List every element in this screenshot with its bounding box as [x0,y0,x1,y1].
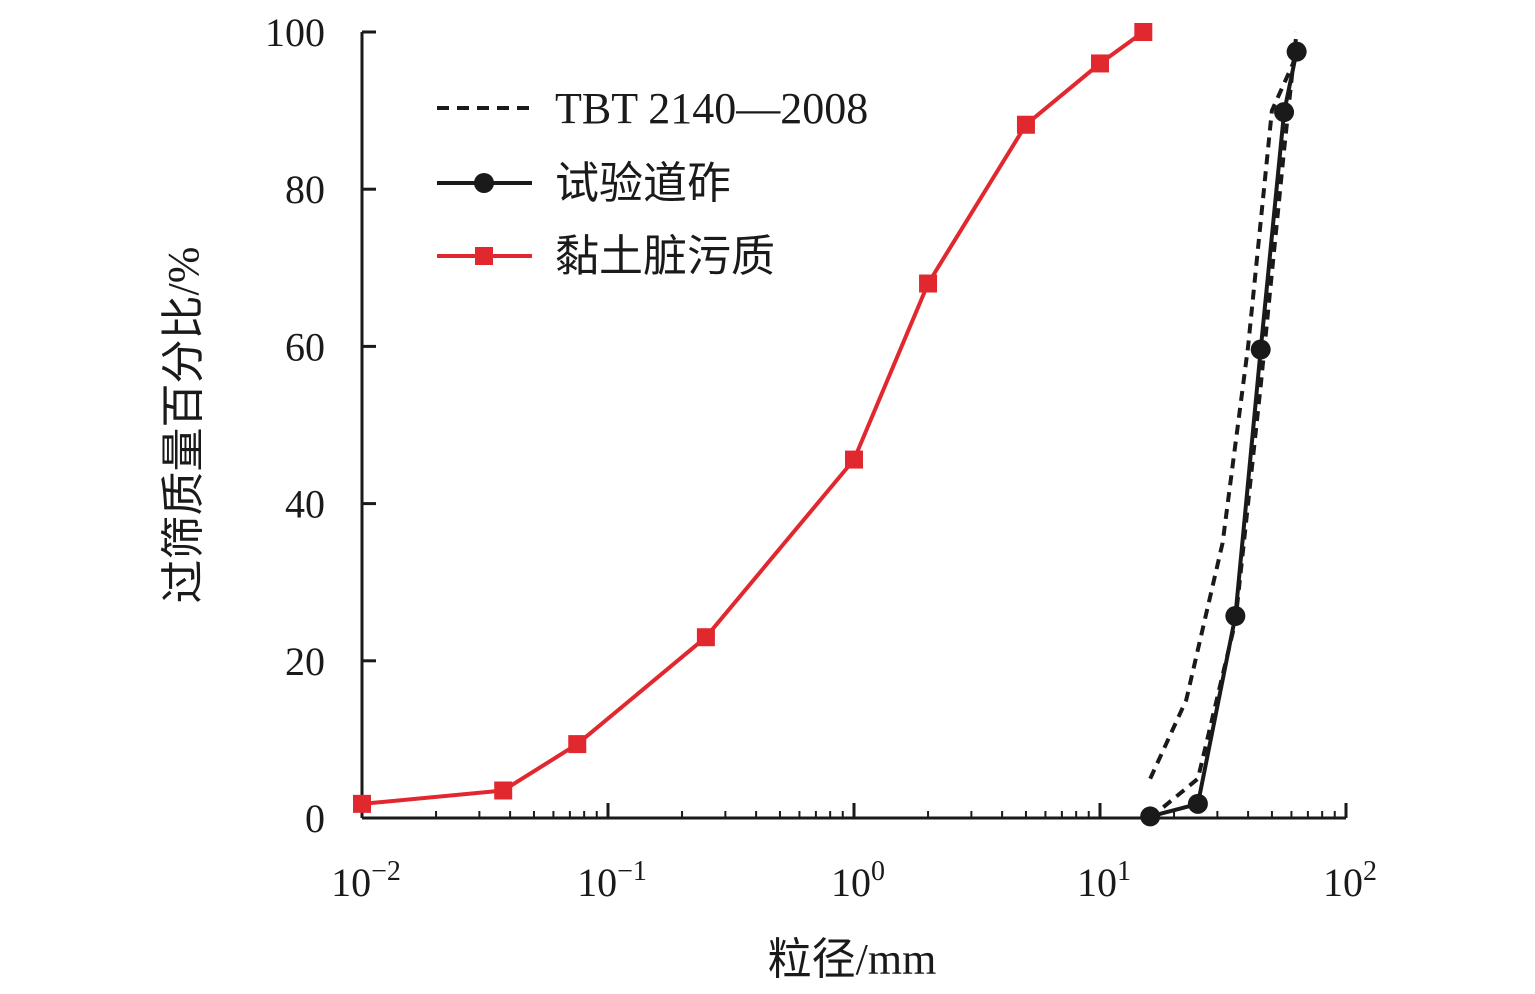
legend-item-1: TBT 2140—2008 [437,84,868,133]
data-point [919,274,938,293]
x-tick-label: 10−1 [577,856,647,905]
x-tick-label: 100 [831,856,885,905]
series-2 [1140,41,1307,827]
legend-item-2: 试验道砟 [437,159,731,208]
data-point [568,735,587,754]
legend-item-3: 黏土脏污质 [437,232,775,281]
data-point [1286,41,1307,62]
data-point [845,450,863,469]
series-line [1149,51,1299,819]
data-point [1274,102,1295,123]
legend-marker [475,247,493,265]
dashed-limit-line [1148,31,1299,820]
data-point [1250,339,1271,360]
data-point [696,628,715,647]
series-line [361,30,1145,806]
y-tick-label: 60 [285,324,325,369]
data-point [1140,806,1161,827]
y-tick-label: 100 [265,10,325,55]
data-point [353,794,371,813]
axes: 0 20 40 60 80 100 10−2 10−1 100 101 102 [265,10,1377,905]
data-point [1016,115,1035,134]
plot-area [353,23,1307,827]
series-3 [353,23,1153,813]
legend-label: 黏土脏污质 [555,232,775,281]
y-axis-title: 过筛质量百分比/% [159,247,208,604]
x-axis-title: 粒径/mm [768,935,937,984]
x-tick-label: 101 [1077,856,1131,905]
legend-marker [474,173,494,193]
legend-label: 试验道砟 [555,159,731,208]
data-point [1134,23,1153,41]
y-tick-label: 20 [285,639,325,684]
dashed-limit-line [1148,54,1299,780]
legend-label: TBT 2140—2008 [555,84,868,133]
x-tick-label: 102 [1323,856,1377,905]
y-tick-label: 80 [285,167,325,212]
data-point [1225,605,1246,626]
data-point [1187,793,1208,814]
x-tick-label: 10−2 [331,856,401,905]
data-point [494,781,513,800]
series-1 [1148,31,1299,820]
y-tick-label: 40 [285,482,325,527]
data-point [1091,54,1109,73]
y-tick-label: 0 [305,796,325,841]
